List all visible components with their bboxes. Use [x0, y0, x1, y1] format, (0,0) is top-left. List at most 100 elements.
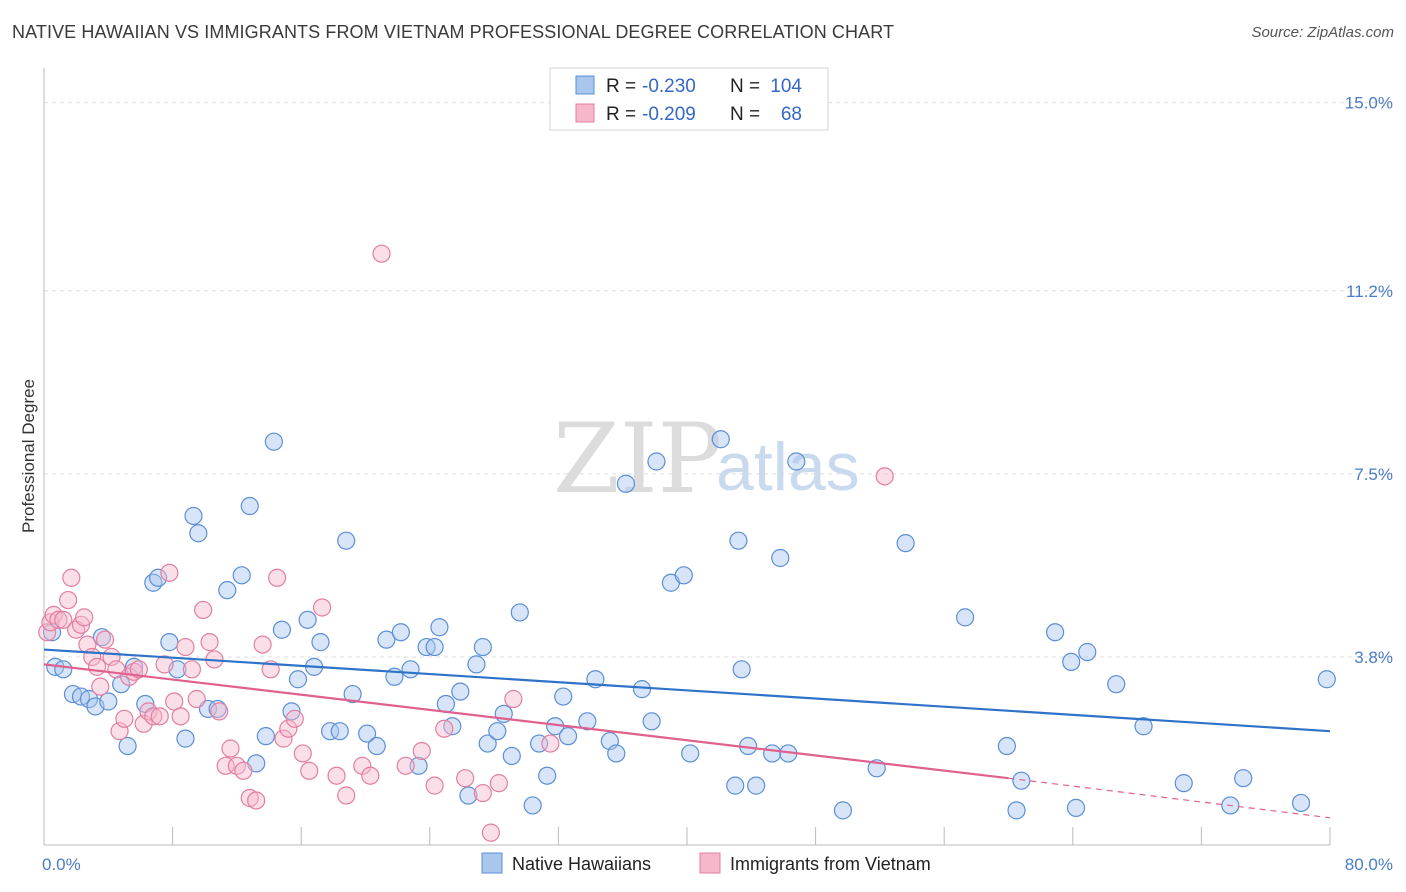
data-point-immigrants-vietnam — [412, 741, 431, 761]
data-point-immigrants-vietnam — [285, 709, 304, 728]
data-point-native-hawaiians — [189, 524, 208, 543]
legend-n-label-1: N = — [730, 76, 760, 97]
data-point-immigrants-vietnam — [155, 655, 174, 674]
data-point-immigrants-vietnam — [327, 766, 346, 785]
data-point-immigrants-vietnam — [300, 761, 319, 780]
series-immigrants-vietnam — [38, 244, 894, 842]
data-point-native-hawaiians — [732, 660, 751, 679]
data-point-native-hawaiians — [642, 712, 661, 731]
data-point-immigrants-vietnam — [481, 823, 500, 842]
data-point-native-hawaiians — [997, 736, 1016, 756]
data-point-native-hawaiians — [747, 776, 766, 795]
chart-title: NATIVE HAWAIIAN VS IMMIGRANTS FROM VIETN… — [12, 22, 895, 42]
data-point-native-hawaiians — [430, 618, 449, 637]
data-point-native-hawaiians — [488, 722, 507, 741]
data-point-immigrants-vietnam — [144, 707, 163, 726]
data-point-native-hawaiians — [616, 474, 636, 493]
legend-box — [549, 67, 829, 131]
data-point-native-hawaiians — [478, 734, 497, 753]
legend-r-label-1: R = — [606, 76, 636, 97]
y-axis-label: Professional Degree — [19, 379, 38, 533]
data-point-immigrants-vietnam — [95, 630, 115, 649]
data-point-native-hawaiians — [711, 430, 730, 449]
data-point-native-hawaiians — [149, 568, 168, 587]
trend-lines — [43, 648, 1331, 819]
data-point-native-hawaiians — [1134, 717, 1153, 736]
correlation-legend: R = -0.230 N = 104 R = -0.209 N = 68 — [549, 67, 829, 131]
trend-line-immigrants-vietnam — [43, 663, 1009, 780]
data-point-immigrants-vietnam — [253, 635, 272, 654]
legend-r-value-2: -0.209 — [642, 104, 696, 125]
legend-n-label-2: N = — [730, 104, 760, 125]
data-point-native-hawaiians — [558, 727, 578, 746]
data-point-immigrants-vietnam — [425, 776, 444, 795]
y-tick-label: 11.2% — [1346, 282, 1393, 301]
data-point-immigrants-vietnam — [456, 769, 475, 788]
data-point-native-hawaiians — [184, 506, 203, 526]
legend-n-value-2: 68 — [781, 104, 802, 125]
data-point-immigrants-vietnam — [54, 610, 73, 629]
data-point-immigrants-vietnam — [372, 244, 391, 263]
data-point-native-hawaiians — [467, 655, 486, 674]
data-point-native-hawaiians — [330, 722, 349, 741]
legend-swatch-pink — [575, 103, 595, 123]
data-point-immigrants-vietnam — [435, 719, 454, 738]
data-point-native-hawaiians — [729, 531, 748, 550]
x-tick-labels: 0.0% 80.0% — [42, 855, 1393, 874]
data-point-immigrants-vietnam — [312, 598, 332, 617]
data-point-immigrants-vietnam — [200, 633, 219, 652]
data-point-immigrants-vietnam — [361, 766, 380, 785]
data-point-native-hawaiians — [1007, 801, 1026, 820]
data-point-immigrants-vietnam — [337, 786, 356, 805]
data-point-native-hawaiians — [160, 633, 179, 652]
data-point-immigrants-vietnam — [221, 739, 240, 758]
data-point-native-hawaiians — [523, 796, 542, 815]
watermark: ZIP atlas — [553, 403, 860, 515]
data-point-native-hawaiians — [118, 736, 137, 756]
data-point-native-hawaiians — [459, 786, 478, 805]
bottom-legend-swatch-pink — [699, 852, 721, 874]
x-tick-label-min: 0.0% — [42, 855, 81, 874]
data-point-immigrants-vietnam — [210, 702, 229, 721]
data-point-native-hawaiians — [1062, 652, 1081, 672]
data-point-immigrants-vietnam — [187, 689, 206, 709]
data-point-native-hawaiians — [391, 623, 410, 642]
data-point-immigrants-vietnam — [279, 719, 298, 738]
data-point-immigrants-vietnam — [267, 568, 287, 587]
data-point-immigrants-vietnam — [274, 729, 293, 748]
data-point-native-hawaiians — [425, 637, 444, 657]
legend-n-value-1: 104 — [770, 76, 802, 97]
data-point-immigrants-vietnam — [62, 568, 81, 587]
data-point-native-hawaiians — [232, 566, 251, 585]
data-point-native-hawaiians — [451, 682, 470, 701]
axes — [43, 68, 1331, 846]
data-point-immigrants-vietnam — [541, 734, 560, 753]
data-point-native-hawaiians — [401, 660, 420, 679]
data-point-native-hawaiians — [1046, 623, 1065, 642]
data-point-immigrants-vietnam — [234, 761, 253, 780]
data-point-immigrants-vietnam — [150, 707, 169, 726]
series-native-hawaiians — [42, 430, 1336, 820]
data-point-native-hawaiians — [176, 729, 195, 748]
data-point-native-hawaiians — [343, 684, 362, 704]
data-point-native-hawaiians — [54, 660, 73, 679]
data-point-immigrants-vietnam — [91, 677, 110, 696]
watermark-zip: ZIP — [553, 403, 722, 515]
legend-r-value-1: -0.230 — [642, 76, 696, 97]
data-point-native-hawaiians — [955, 608, 975, 627]
data-point-native-hawaiians — [1234, 769, 1253, 788]
data-point-native-hawaiians — [538, 766, 557, 785]
data-point-immigrants-vietnam — [247, 791, 266, 810]
data-point-native-hawaiians — [358, 724, 377, 743]
data-point-native-hawaiians — [321, 722, 340, 741]
x-tick-label-max: 80.0% — [1345, 855, 1393, 874]
bottom-legend-label-1: Native Hawaiians — [512, 854, 651, 874]
data-point-native-hawaiians — [763, 744, 782, 763]
bottom-legend-label-2: Immigrants from Vietnam — [730, 854, 931, 874]
data-point-native-hawaiians — [436, 694, 455, 714]
data-point-native-hawaiians — [1107, 675, 1126, 694]
data-point-native-hawaiians — [377, 630, 396, 649]
data-point-immigrants-vietnam — [171, 707, 190, 726]
data-point-native-hawaiians — [771, 548, 790, 568]
data-point-native-hawaiians — [79, 689, 99, 709]
